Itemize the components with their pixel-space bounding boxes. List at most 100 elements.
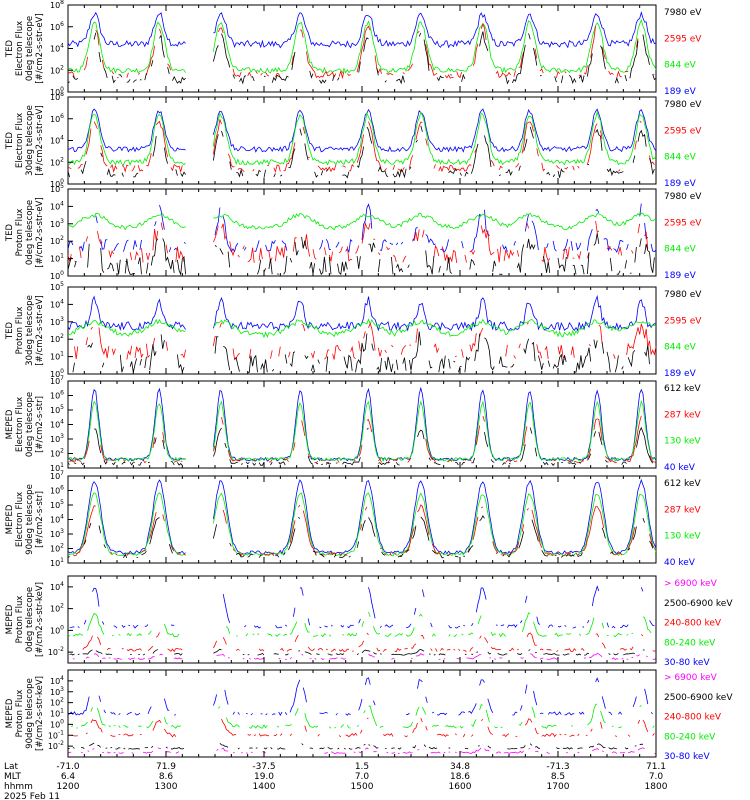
lat-value: -37.5 — [252, 762, 275, 772]
ytick-label: 105 — [50, 499, 64, 510]
lat-value: -71.3 — [546, 762, 569, 772]
legend-entry: 2500-6900 keV — [664, 599, 733, 609]
mlt-value: 7.0 — [649, 772, 664, 782]
ylabel-line: TED — [5, 223, 15, 242]
panel-frame — [67, 380, 657, 469]
series-trace-3 — [67, 212, 657, 231]
legend-entry: 40 keV — [664, 558, 696, 568]
series-trace-4 — [67, 11, 657, 49]
ylabel-line: [#/cm2-s-str-eV] — [35, 295, 45, 365]
series-trace-2 — [69, 415, 657, 464]
ytick-label: 106 — [50, 113, 64, 124]
lat-value: 1.5 — [355, 762, 369, 772]
date-label: 2025 Feb 11 — [4, 792, 60, 800]
legend-entry: 189 eV — [664, 87, 697, 97]
panel-4: 100 101 102 103 104 105 TED Proton Flux 30deg te… — [5, 281, 702, 379]
series-trace-2 — [67, 23, 655, 80]
series-trace-3 — [71, 717, 655, 738]
hhmm-value: 1800 — [645, 782, 668, 792]
legend-entry: 844 eV — [664, 153, 697, 163]
ytick-label: 100 — [50, 624, 64, 635]
legend-entry: 130 keV — [664, 437, 701, 447]
ylabel-line: [#/cm2-s-str-eV] — [35, 197, 45, 267]
legend-entry: 240-800 keV — [664, 713, 722, 723]
panel-6: 101 102 103 104 105 106 107 MEPED Electron Flux 9… — [5, 470, 701, 568]
ytick-label: 104 — [50, 675, 64, 686]
ytick-label: 101 — [50, 462, 64, 473]
series-trace-1 — [67, 125, 655, 179]
ytick-label: 102 — [50, 156, 64, 167]
ylabel-line: TED — [5, 131, 15, 150]
legend-entry: 844 eV — [664, 343, 697, 353]
ylabel-line: Electron Flux — [15, 397, 25, 452]
ytick-label: 106 — [50, 21, 64, 32]
series-trace-1 — [72, 653, 657, 660]
ytick-label: 104 — [50, 298, 64, 309]
ytick-label: 101 — [50, 557, 64, 568]
ylabel-line: [#/cm2-s-str-eV] — [35, 13, 45, 83]
mlt-value: 18.6 — [450, 772, 470, 782]
ytick-label: 108 — [50, 91, 64, 102]
panel-frame — [67, 188, 657, 277]
ylabel-line: 30deg telescope — [25, 105, 35, 176]
ytick-label: 105 — [50, 404, 64, 415]
ytick-label: 103 — [50, 433, 64, 444]
legend-entry: 189 eV — [664, 179, 697, 189]
lat-value: 71.1 — [646, 762, 666, 772]
ytick-label: 106 — [50, 485, 64, 496]
ytick-label: 105 — [50, 281, 64, 292]
legend-entry: 40 keV — [664, 463, 696, 473]
axis-row-label: Lat — [4, 762, 19, 772]
series-trace-1 — [67, 233, 655, 276]
ytick-label: 100 — [50, 86, 64, 97]
legend-entry: 612 keV — [664, 384, 701, 394]
legend-entry: 2595 eV — [664, 126, 702, 136]
ylabel-line: [#/cm2-s-str-keV] — [35, 676, 45, 751]
ylabel-line: 0deg telescope — [25, 587, 35, 652]
series-trace-2 — [67, 119, 655, 174]
ytick-label: 103 — [50, 316, 64, 327]
ylabel-line: Electron Flux — [15, 492, 25, 547]
ylabel-line: Proton Flux — [15, 596, 25, 644]
hhmm-value: 1600 — [449, 782, 472, 792]
legend-entry: 2595 eV — [664, 218, 702, 228]
series-trace-3 — [82, 632, 657, 653]
ylabel-line: 90deg telescope — [25, 678, 35, 749]
ytick-label: 10-2 — [48, 646, 64, 657]
ylabel-line: MEPED — [5, 504, 15, 534]
legend-entry: 612 keV — [664, 479, 701, 489]
ylabel-line: TED — [5, 321, 15, 340]
ytick-label: 107 — [50, 375, 64, 386]
ytick-label: 104 — [50, 419, 64, 430]
series-trace-5 — [69, 585, 655, 629]
panel-1: 100 102 104 106 108 TED Electron Flux 0deg tele… — [5, 0, 702, 97]
hhmm-value: 1200 — [57, 782, 80, 792]
panel-2: 100 102 104 106 108 TED Electron Flux 30deg tel… — [5, 91, 702, 189]
ylabel-line: [#/cm2-s-str] — [35, 396, 45, 453]
panel-5: 101 102 103 104 105 106 107 MEPED Electron Flux 0… — [5, 375, 701, 473]
series-trace-3 — [67, 110, 657, 166]
ytick-label: 104 — [50, 514, 64, 525]
hhmm-value: 1300 — [155, 782, 178, 792]
series-trace-3 — [67, 318, 657, 339]
hhmm-value: 1700 — [547, 782, 570, 792]
panels: 100 102 104 106 108 TED Electron Flux 0deg tele… — [5, 0, 733, 762]
ytick-label: 101 — [50, 708, 64, 719]
ytick-label: 104 — [50, 135, 64, 146]
legend-entry: 30-80 keV — [664, 658, 710, 668]
ytick-label: 102 — [50, 603, 64, 614]
ylabel-line: [#/cm2-s-str-keV] — [35, 582, 45, 657]
mlt-value: 8.5 — [551, 772, 565, 782]
legend-entry: 844 eV — [664, 245, 697, 255]
ytick-label: 102 — [50, 697, 64, 708]
series-trace-3 — [67, 400, 657, 462]
series-trace-4 — [67, 203, 657, 253]
hhmm-value: 1400 — [253, 782, 276, 792]
panel-frame — [67, 669, 657, 758]
ylabel-line: Proton Flux — [15, 209, 25, 257]
panel-frame — [67, 286, 657, 375]
legend-entry: 7980 eV — [664, 8, 702, 18]
legend-entry: 189 eV — [664, 271, 697, 281]
